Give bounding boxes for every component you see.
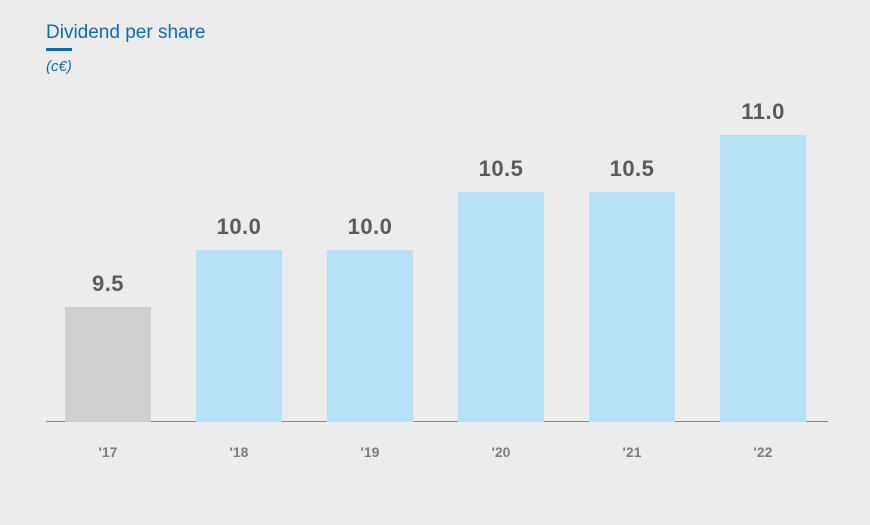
bar-value-label: 9.5: [92, 271, 124, 297]
bar: [65, 307, 151, 422]
x-axis-line: [46, 421, 828, 422]
chart-canvas: Dividend per share (c€) 9.5'1710.0'1810.…: [0, 0, 870, 525]
x-axis-label: '19: [361, 444, 380, 460]
x-axis-label: '22: [754, 444, 773, 460]
x-axis-label: '21: [623, 444, 642, 460]
bar-value-label: 10.0: [217, 214, 262, 240]
x-axis-label: '20: [492, 444, 511, 460]
bar-value-label: 10.5: [479, 156, 524, 182]
bar: [327, 250, 413, 423]
bar: [720, 135, 806, 423]
chart-plot-area: 9.5'1710.0'1810.0'1910.5'2010.5'2111.0'2…: [46, 100, 828, 422]
bar-value-label: 11.0: [741, 99, 785, 125]
bar-value-label: 10.5: [610, 156, 655, 182]
chart-title-underline: [46, 48, 72, 51]
chart-subtitle: (c€): [46, 58, 72, 75]
bar: [196, 250, 282, 423]
x-axis-label: '18: [230, 444, 249, 460]
bar: [589, 192, 675, 422]
chart-title: Dividend per share: [46, 22, 205, 44]
bar-value-label: 10.0: [348, 214, 393, 240]
bar: [458, 192, 544, 422]
x-axis-label: '17: [99, 444, 118, 460]
